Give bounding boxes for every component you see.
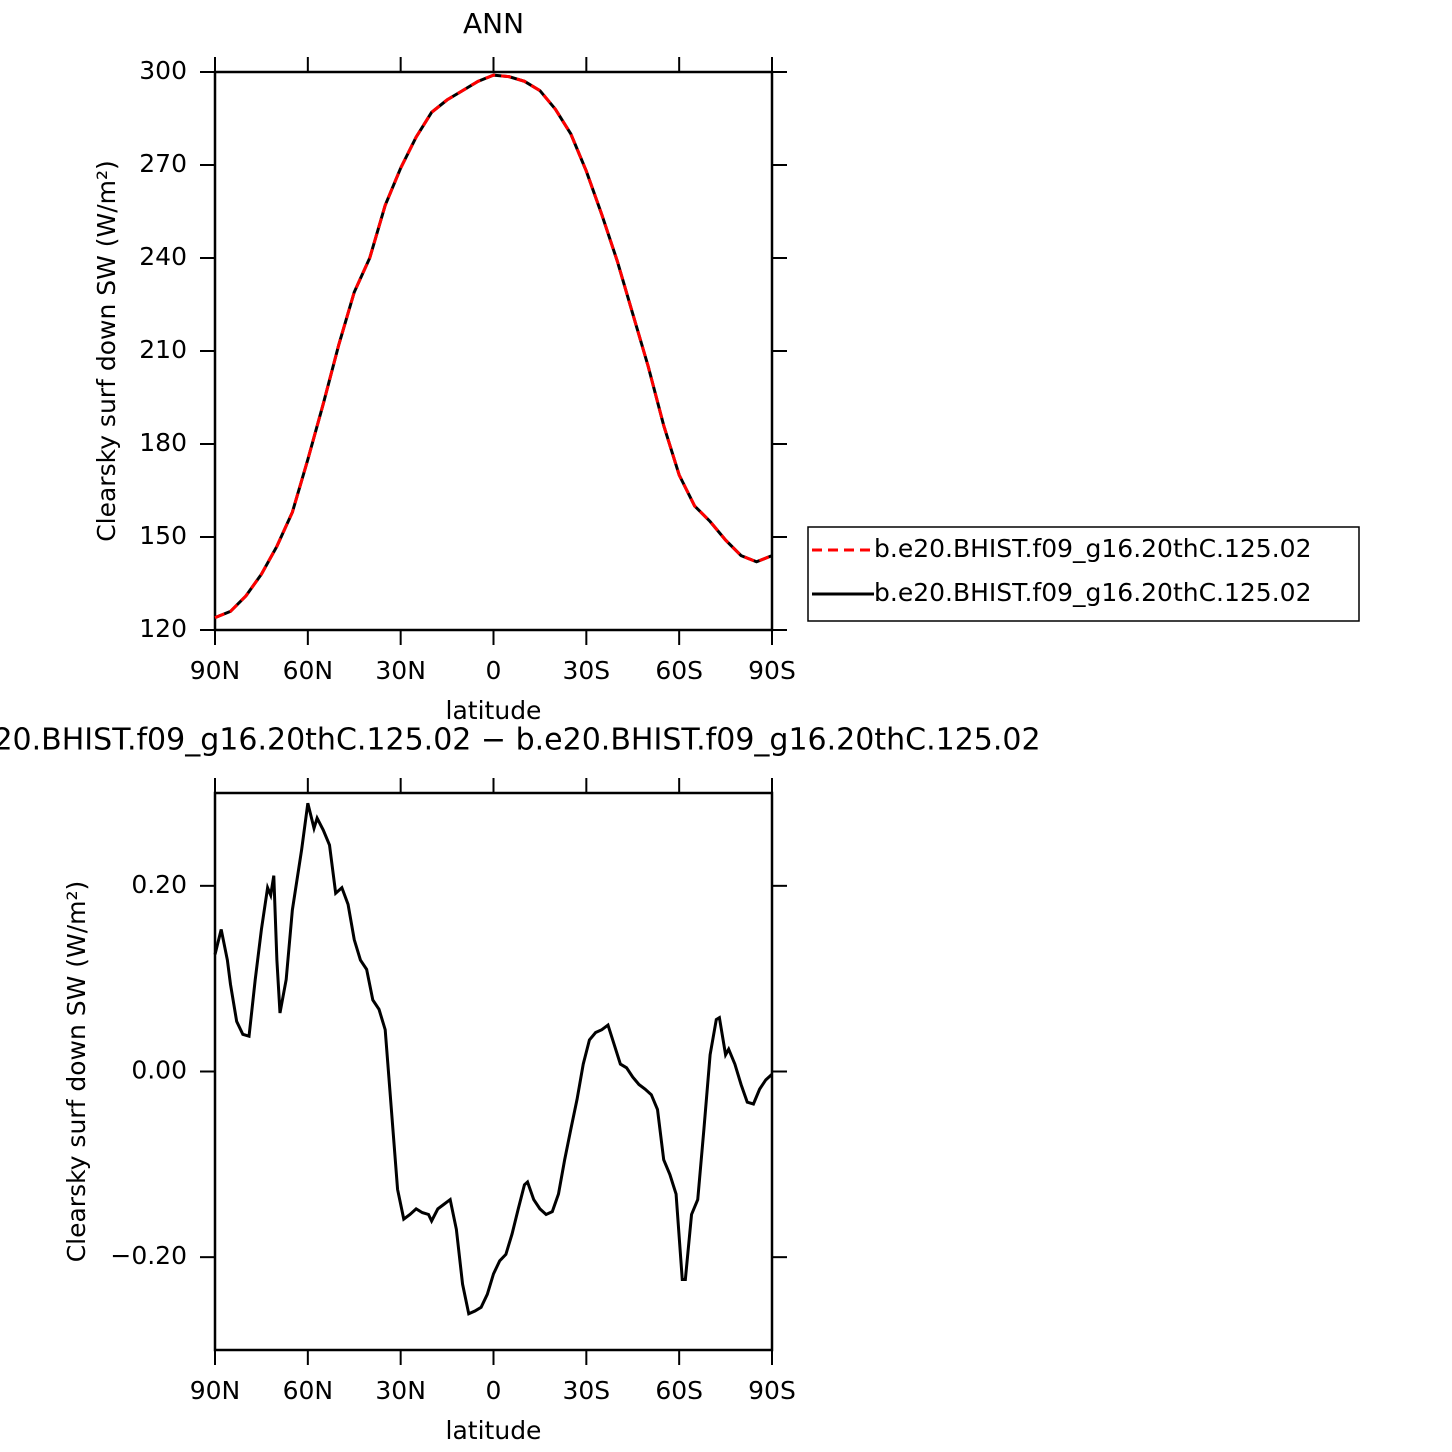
x-tick-label: 30N — [375, 1376, 426, 1405]
x-tick-label: 60N — [283, 656, 334, 685]
x-tick-label: 90N — [190, 1376, 241, 1405]
x-tick-label: 30N — [375, 656, 426, 685]
x-axis-label: latitude — [446, 1416, 542, 1445]
y-axis-label: Clearsky surf down SW (W/m²) — [62, 881, 91, 1263]
x-tick-label: 30S — [562, 1376, 610, 1405]
data-line — [214, 73, 773, 619]
x-tick-label: 90S — [748, 656, 796, 685]
legend-label: b.e20.BHIST.f09_g16.20thC.125.02 — [874, 578, 1311, 607]
plot-frame — [213, 791, 774, 1352]
legend-box — [807, 526, 1360, 622]
data-line — [214, 73, 773, 619]
x-tick-label: 60S — [655, 1376, 703, 1405]
x-tick-label: 60S — [655, 656, 703, 685]
x-tick-label: 0 — [486, 1376, 502, 1405]
x-tick-label: 90N — [190, 656, 241, 685]
x-tick-label: 0 — [486, 656, 502, 685]
y-tick-label: 240 — [139, 242, 187, 271]
x-tick-label: 30S — [562, 656, 610, 685]
y-tick-label: 270 — [139, 149, 187, 178]
y-tick-label: 0.20 — [131, 870, 187, 899]
y-tick-label: 0.00 — [131, 1056, 187, 1085]
x-tick-label: 90S — [748, 1376, 796, 1405]
chart-title: ANN — [463, 7, 524, 40]
y-tick-label: −0.20 — [110, 1241, 187, 1270]
y-tick-label: 300 — [139, 56, 187, 85]
y-tick-label: 210 — [139, 335, 187, 364]
x-tick-label: 60N — [283, 1376, 334, 1405]
x-axis-label: latitude — [446, 696, 542, 725]
plot-frame — [213, 70, 774, 632]
y-tick-label: 180 — [139, 428, 187, 457]
chart-title: b.e20.BHIST.f09_g16.20thC.125.02 − b.e20… — [0, 723, 1041, 758]
legend-label: b.e20.BHIST.f09_g16.20thC.125.02 — [874, 534, 1311, 563]
y-tick-label: 150 — [139, 521, 187, 550]
y-tick-label: 120 — [139, 614, 187, 643]
y-axis-label: Clearsky surf down SW (W/m²) — [92, 160, 121, 542]
data-line — [213, 802, 774, 1316]
